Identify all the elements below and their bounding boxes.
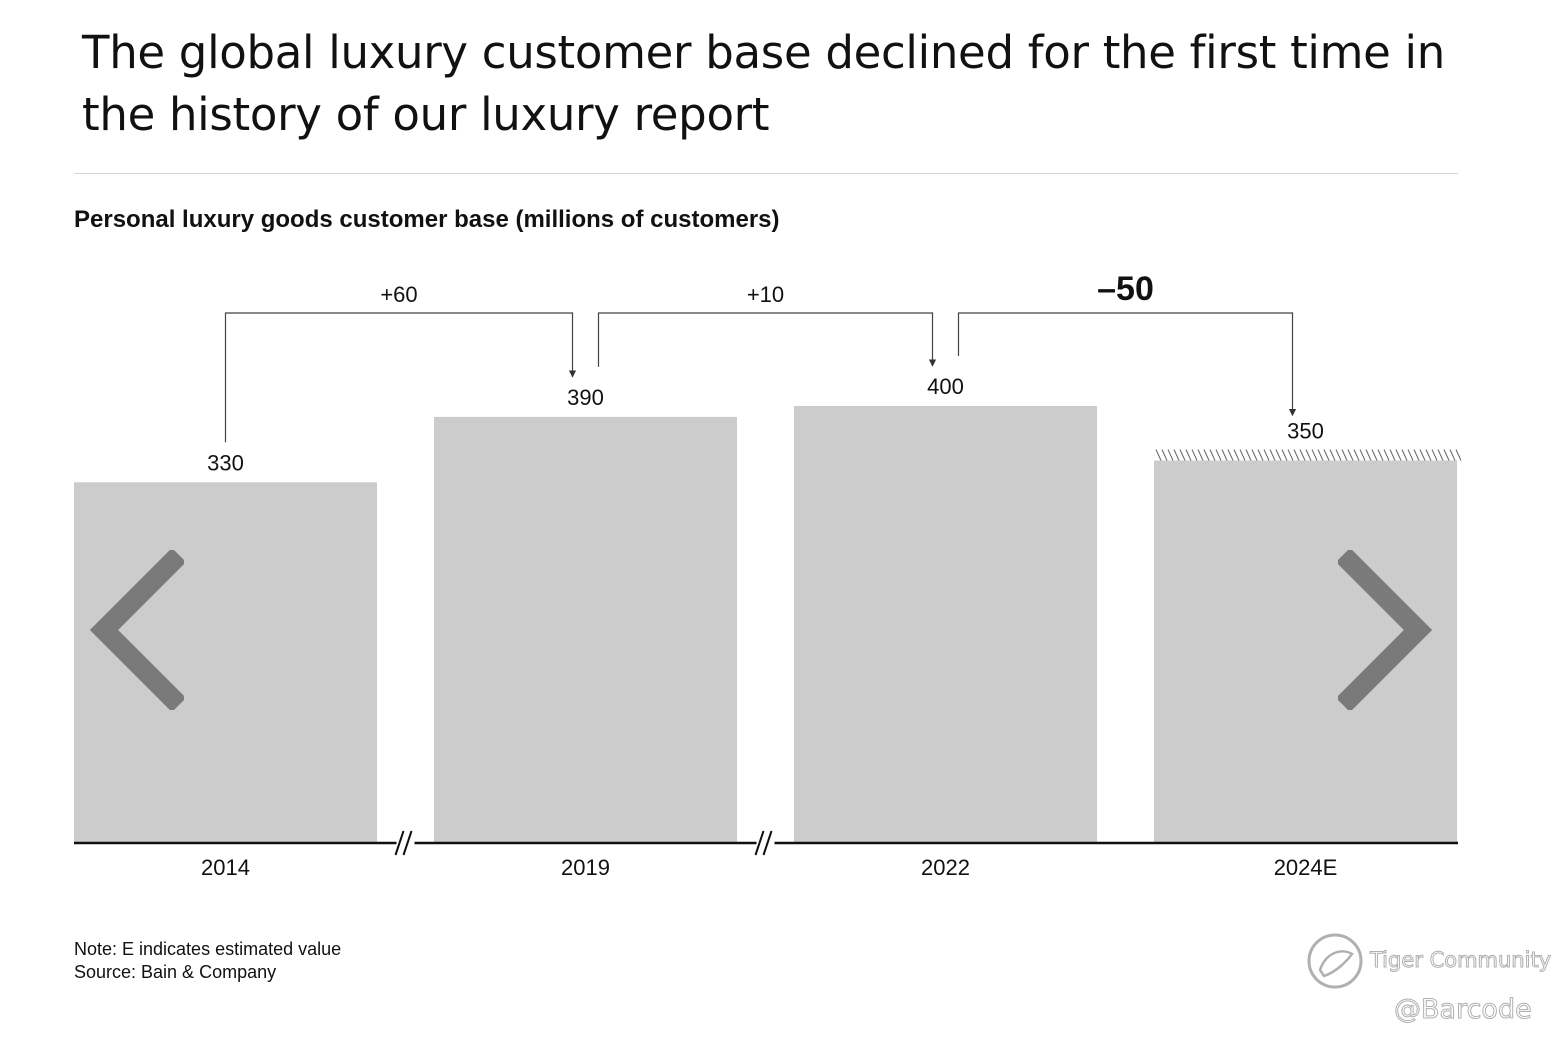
axis-break-slash [394, 830, 405, 856]
hatch-line [1413, 449, 1420, 461]
hatch-line [1401, 449, 1408, 461]
hatch-line [1389, 449, 1396, 461]
change-arrow [957, 312, 1297, 417]
hatch-line [1299, 449, 1306, 461]
change-bracket: –50 [957, 270, 1297, 417]
bar-2022 [794, 406, 1097, 842]
hatch-line [1233, 449, 1240, 461]
hatch-line [1185, 449, 1192, 461]
hatch-line [1203, 449, 1210, 461]
change-arrow [597, 312, 937, 367]
next-slide-button[interactable] [1338, 550, 1438, 710]
title-divider [74, 173, 1458, 174]
hatch-line [1311, 449, 1318, 461]
hatch-line [1227, 449, 1234, 461]
hatch-line [1209, 449, 1216, 461]
hatch-line [1239, 449, 1246, 461]
change-bracket: +60 [224, 282, 577, 443]
hatch-line [1251, 449, 1258, 461]
hatch-line [1419, 449, 1426, 461]
axis-break [754, 830, 775, 856]
hatch-line [1437, 449, 1444, 461]
x-tick-label: 2019 [561, 855, 610, 880]
hatch-line [1161, 449, 1168, 461]
bar-2019 [434, 416, 737, 842]
hatch-line [1377, 449, 1384, 461]
hatch-line [1221, 449, 1228, 461]
data-label: 400 [927, 374, 964, 399]
data-label: 390 [567, 385, 604, 410]
axis-break-slash [754, 830, 765, 856]
hatch-line [1455, 449, 1462, 461]
hatch-line [1347, 449, 1354, 461]
hatch-line [1191, 449, 1198, 461]
watermark-brand: Tiger Community [1369, 948, 1552, 973]
data-label: 350 [1287, 419, 1324, 444]
hatch-line [1449, 449, 1456, 461]
axis-break-slash [762, 830, 773, 856]
hatch-line [1407, 449, 1414, 461]
data-label: 330 [207, 450, 244, 475]
axis-break-slash [402, 830, 413, 856]
x-tick-label: 2022 [921, 855, 970, 880]
x-tick-label: 2024E [1274, 855, 1338, 880]
tiger-logo-icon [1307, 933, 1363, 989]
chevron-left-icon [89, 550, 184, 710]
hatch-line [1323, 449, 1330, 461]
hatch-line [1197, 449, 1204, 461]
hatch-line [1317, 449, 1324, 461]
hatch-line [1431, 449, 1438, 461]
chevron-right-icon [1338, 550, 1433, 710]
hatch-line [1371, 449, 1378, 461]
hatch-line [1287, 449, 1294, 461]
hatch-line [1263, 449, 1270, 461]
footnotes: Note: E indicates estimated value Source… [74, 938, 341, 984]
change-arrow [224, 312, 577, 443]
hatch-line [1443, 449, 1450, 461]
hatch-line [1167, 449, 1174, 461]
estimate-hatch [1155, 449, 1462, 461]
hatch-line [1173, 449, 1180, 461]
hatch-line [1353, 449, 1360, 461]
source-text: Source: Bain & Company [74, 962, 277, 982]
previous-slide-button[interactable] [84, 550, 184, 710]
hatch-line [1335, 449, 1342, 461]
hatch-line [1395, 449, 1402, 461]
change-bracket: +10 [597, 282, 937, 367]
hatch-line [1365, 449, 1372, 461]
chart-title: Personal luxury goods customer base (mil… [74, 206, 780, 233]
x-tick-label: 2014 [201, 855, 250, 880]
hatch-line [1215, 449, 1222, 461]
hatch-line [1281, 449, 1288, 461]
watermark-handle: @Barcode [1394, 994, 1533, 1026]
change-label: –50 [1097, 270, 1154, 308]
hatch-line [1359, 449, 1366, 461]
hatch-line [1269, 449, 1276, 461]
hatch-line [1305, 449, 1312, 461]
note-text: Note: E indicates estimated value [74, 939, 342, 959]
page-title: The global luxury customer base declined… [82, 26, 1445, 141]
hatch-line [1329, 449, 1336, 461]
axis-break [394, 830, 415, 856]
hatch-line [1257, 449, 1264, 461]
hatch-line [1341, 449, 1348, 461]
hatch-line [1245, 449, 1252, 461]
change-label: +10 [747, 282, 784, 307]
hatch-line [1155, 449, 1162, 461]
hatch-line [1293, 449, 1300, 461]
hatch-line [1275, 449, 1282, 461]
hatch-line [1425, 449, 1432, 461]
watermark: Tiger Community @Barcode [1306, 932, 1552, 1032]
change-label: +60 [380, 282, 417, 307]
hatch-line [1179, 449, 1186, 461]
hatch-line [1383, 449, 1390, 461]
